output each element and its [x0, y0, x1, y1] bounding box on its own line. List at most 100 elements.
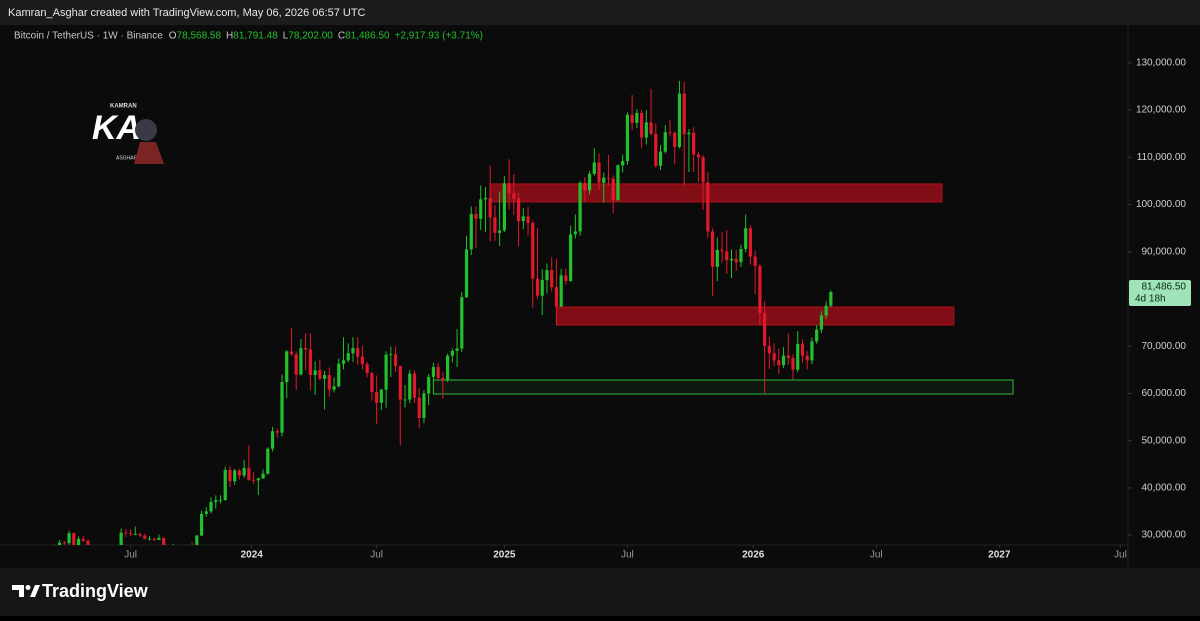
candle-body: [86, 540, 90, 545]
candle-body: [796, 343, 800, 370]
candle-body: [346, 353, 350, 361]
candle-body: [455, 348, 459, 351]
candle-body: [516, 198, 521, 222]
ohlc-value: 81,486.50: [345, 31, 390, 42]
candle-body: [209, 502, 213, 512]
candle-body: [583, 182, 587, 191]
candle-body: [526, 216, 530, 223]
candle-body: [393, 354, 398, 367]
candle-body: [450, 350, 454, 356]
ohlc-label: C: [338, 31, 345, 42]
y-tick-label: 90,000.00: [1142, 246, 1187, 257]
candle-body: [431, 366, 436, 377]
candle-body: [521, 216, 525, 222]
y-tick-label: 130,000.00: [1136, 58, 1186, 69]
candle-body: [62, 542, 66, 544]
candle-body: [540, 280, 544, 296]
candle-body: [744, 228, 748, 249]
tv-logo-dot: [25, 585, 31, 590]
candle-body: [701, 157, 705, 183]
x-tick-label: Jul: [124, 550, 137, 561]
candle-body: [535, 278, 540, 296]
candle-body: [356, 348, 360, 357]
candle-body: [223, 469, 227, 501]
candle-body: [58, 542, 62, 545]
candle-body: [772, 353, 776, 361]
y-tick-label: 100,000.00: [1136, 199, 1186, 210]
candle-body: [337, 363, 341, 387]
watermark-bottom: ASGHAR: [116, 155, 138, 161]
candle-body: [673, 132, 677, 147]
candle-body: [649, 122, 653, 134]
candle-body: [242, 468, 246, 476]
candle-body: [370, 373, 374, 393]
candle-body: [758, 265, 762, 314]
candle-body: [824, 305, 828, 316]
candle-body: [639, 112, 644, 138]
candle-body: [389, 354, 393, 356]
candle-body: [819, 315, 823, 330]
candle-body: [512, 193, 516, 199]
candle-body: [441, 377, 445, 380]
candle-body: [805, 355, 809, 361]
candle-body: [810, 341, 814, 361]
candle-body: [592, 162, 596, 174]
x-tick-label: Jul: [621, 550, 634, 561]
candle-body: [67, 533, 71, 544]
last-price-badge: [1129, 279, 1191, 306]
candle-body: [687, 132, 691, 135]
credit-bar: [0, 0, 1200, 25]
candle-body: [493, 217, 497, 233]
candle-body: [531, 222, 535, 279]
candle-body: [474, 213, 478, 219]
plot: [54, 80, 1014, 545]
candle-body: [124, 532, 128, 534]
candle-body: [602, 177, 606, 183]
candle-body: [725, 251, 729, 261]
candle-body: [677, 93, 682, 147]
candle-body: [351, 348, 355, 354]
candle-body: [597, 162, 601, 183]
candle-body: [275, 431, 279, 433]
y-tick-label: 40,000.00: [1142, 483, 1187, 494]
candle-body: [611, 178, 615, 201]
candle-body: [739, 248, 743, 263]
candle-body: [304, 348, 308, 350]
candle-body: [360, 356, 365, 365]
candle-body: [569, 234, 573, 282]
ohlc-label: H: [226, 31, 233, 42]
candle-body: [157, 537, 161, 540]
ohlc-value: 78,202.00: [288, 31, 333, 42]
watermark-top: KAMRAN: [110, 104, 137, 110]
candle-body: [483, 197, 488, 200]
zone: [555, 306, 955, 326]
candle-body: [488, 197, 492, 218]
x-tick-label: Jul: [370, 550, 383, 561]
candle-body: [327, 375, 331, 390]
candle-body: [427, 376, 431, 394]
footer-brand: TradingView: [42, 581, 149, 601]
credit: Kamran_Asghar created with TradingView.c…: [8, 7, 366, 19]
footer-bar: [0, 568, 1200, 616]
candle-body: [578, 182, 582, 232]
candle-body: [706, 182, 710, 232]
candle-body: [692, 132, 696, 155]
candle-body: [270, 431, 275, 449]
candle-body: [247, 468, 251, 480]
ohlc-label: L: [283, 31, 289, 42]
watermark-face: [135, 119, 157, 141]
candle-body: [322, 375, 327, 379]
tv-logo: [12, 585, 40, 597]
candle-body: [266, 448, 270, 474]
x-tick-label: 2026: [742, 550, 765, 561]
candle-body: [313, 370, 317, 376]
x-tick-label: 2024: [241, 550, 264, 561]
candle-body: [682, 93, 686, 135]
candle-body: [815, 329, 819, 342]
y-tick-label: 120,000.00: [1136, 105, 1186, 116]
candle-body: [654, 133, 658, 166]
candle-body: [289, 351, 294, 355]
candle-body: [502, 183, 506, 231]
candle-body: [294, 354, 298, 375]
